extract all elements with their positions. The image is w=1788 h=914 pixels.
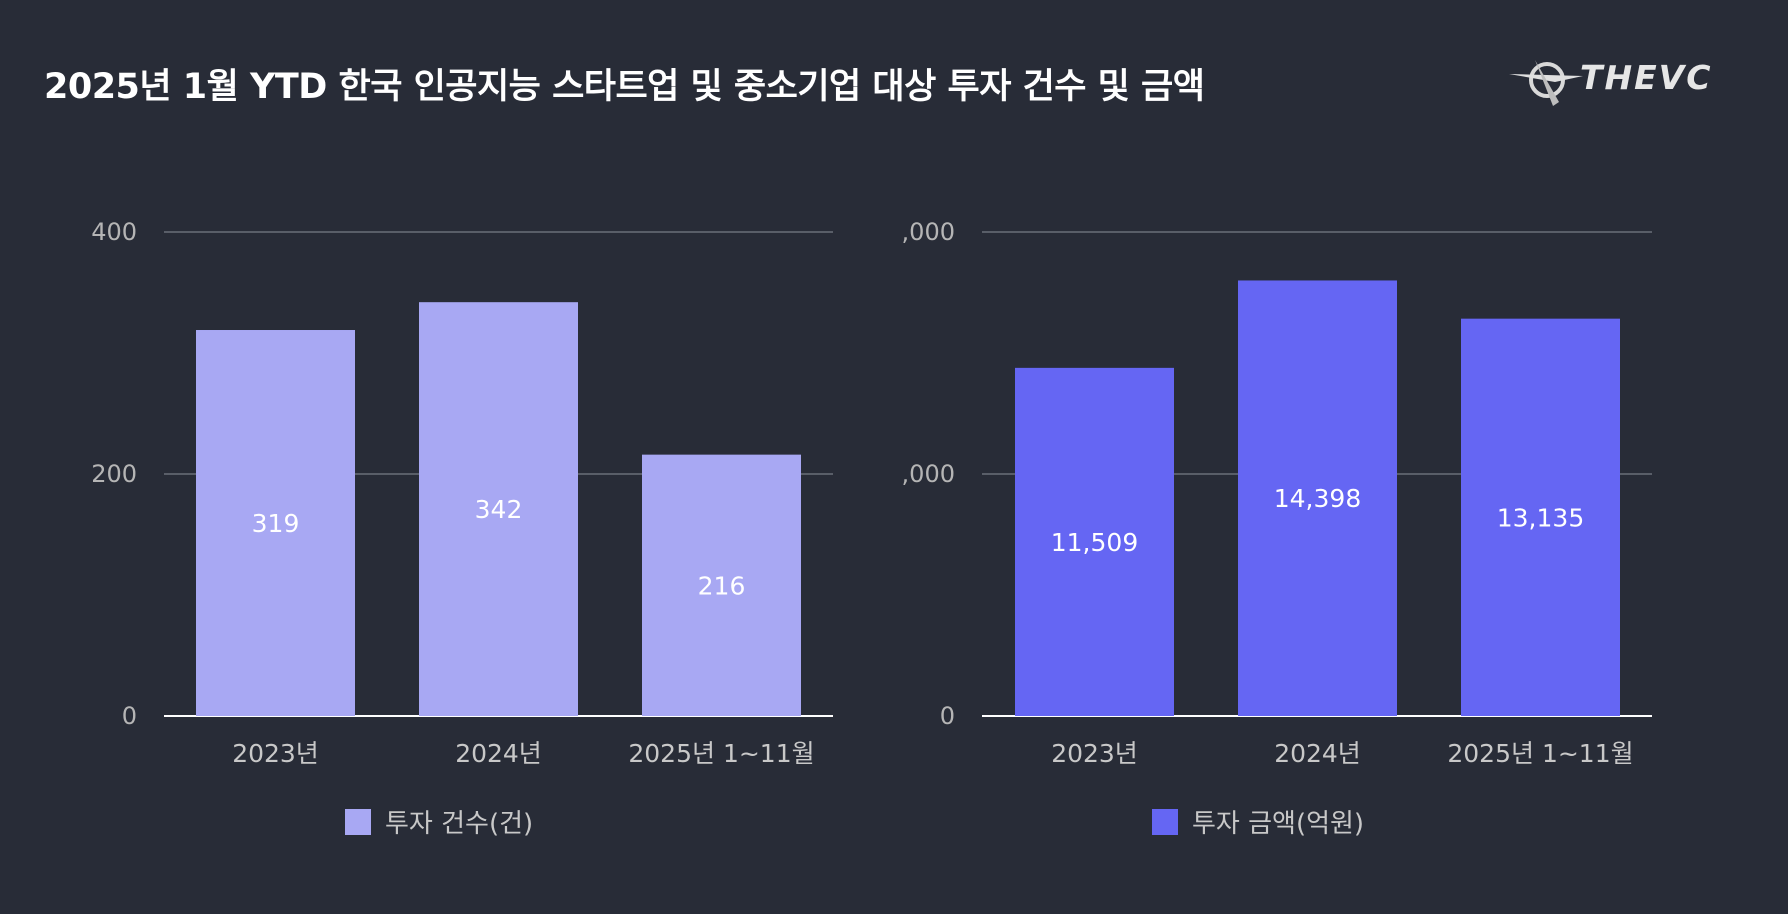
chart-title: 2025년 1월 YTD 한국 인공지능 스타트업 및 중소기업 대상 투자 건…: [44, 67, 1205, 107]
bar-value-label: 13,135: [1497, 503, 1584, 532]
legend-label-amount: 투자 금액(억원): [1192, 809, 1365, 839]
y-tick-label: 0: [940, 702, 955, 730]
legend-swatch-amount: [1152, 808, 1178, 835]
thevc-logo: THEVC: [1505, 54, 1735, 114]
y-tick-label: 8,000: [900, 460, 955, 488]
bar-value-label: 216: [698, 571, 746, 600]
x-category-label: 2024년: [455, 739, 542, 768]
x-category-label: 2024년: [1274, 739, 1361, 768]
legend-label-count: 투자 건수(건): [385, 809, 534, 839]
legend-swatch-count: [345, 808, 371, 835]
bar: [1238, 280, 1397, 716]
bar: [1015, 367, 1174, 716]
bar-value-label: 342: [475, 495, 523, 524]
legend-amount: 투자 금액(억원): [1152, 803, 1364, 840]
logo-text: THEVC: [1580, 58, 1713, 97]
bar-value-label: 319: [252, 509, 300, 538]
x-category-label: 2023년: [232, 739, 319, 768]
bar: [419, 302, 578, 716]
bar: [1461, 318, 1620, 716]
y-tick-label: 200: [91, 460, 137, 488]
x-category-label: 2025년 1~11월: [628, 739, 814, 768]
bar: [196, 330, 355, 716]
bar: [642, 454, 801, 716]
x-category-label: 2025년 1~11월: [1447, 739, 1633, 768]
logo-emblem-icon: [1509, 60, 1583, 106]
y-tick-label: 16,000: [900, 218, 955, 246]
x-category-label: 2023년: [1051, 739, 1138, 768]
y-tick-label: 0: [122, 702, 137, 730]
investment-amount-chart: 0 8,000 16,000 11,509 2023년 14,398 2024년 13,135…: [900, 218, 1652, 768]
legend-count: 투자 건수(건): [345, 803, 533, 840]
bar-value-label: 11,509: [1051, 528, 1138, 557]
bar-value-label: 14,398: [1274, 484, 1361, 513]
y-tick-label: 400: [91, 218, 137, 246]
investment-count-chart: 0 200 400 319 2023년 342 2024년 216 2025년 1~11월: [91, 218, 833, 768]
